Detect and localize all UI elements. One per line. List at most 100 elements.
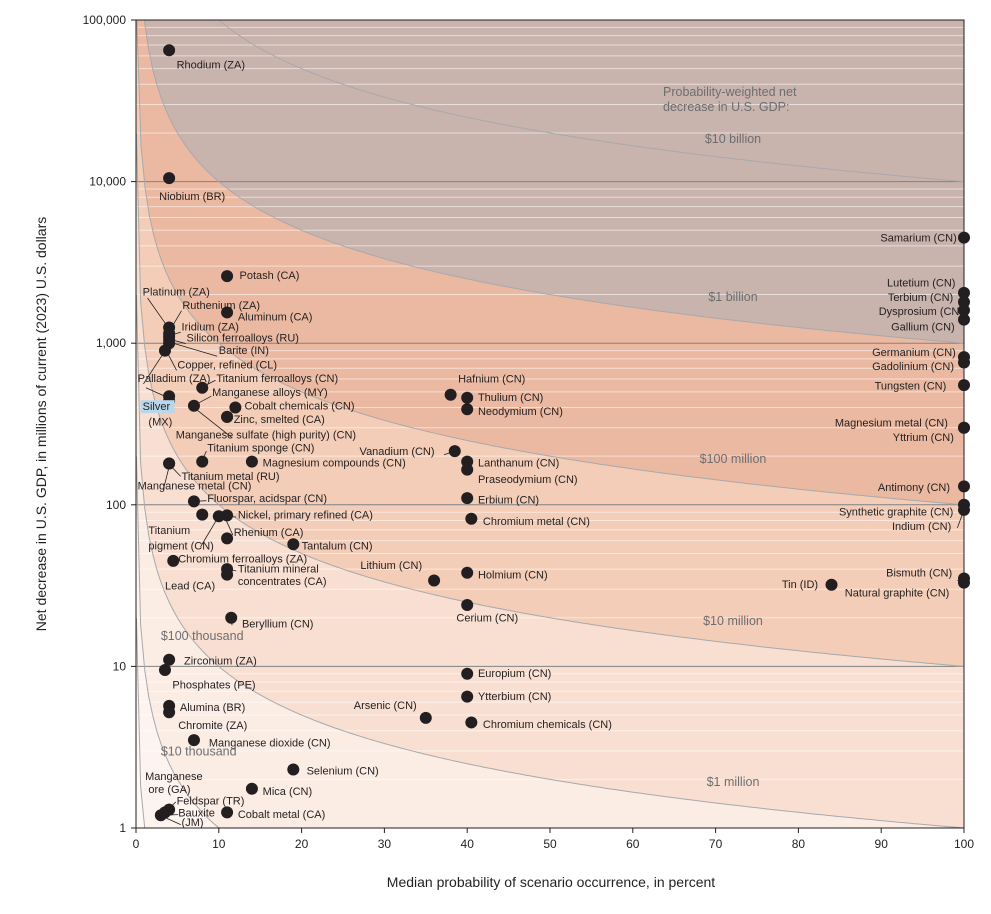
- point-label: Selenium (CN): [307, 766, 379, 778]
- data-point: [461, 690, 474, 703]
- data-point: [196, 508, 209, 521]
- data-point: [163, 44, 176, 57]
- point-label: Bismuth (CN): [886, 568, 952, 580]
- y-tick-label: 1: [119, 821, 126, 835]
- legend: Probability-weighted net decrease in U.S…: [663, 85, 797, 114]
- point-label: Magnesium metal (CN): [835, 417, 948, 429]
- point-label: Lithium (CN): [360, 560, 422, 572]
- data-point: [461, 667, 474, 680]
- point-label: Manganese: [145, 771, 203, 783]
- point-label: Manganese sulfate (high purity) (CN): [176, 430, 356, 442]
- point-label: pigment (CN): [148, 540, 213, 552]
- legend-title-line-2: decrease in U.S. GDP:: [663, 100, 789, 114]
- x-tick-label: 60: [626, 837, 640, 851]
- point-label: Europium (CN): [478, 668, 551, 680]
- contour-label: $10 million: [703, 614, 763, 628]
- point-label: (JM): [182, 817, 204, 829]
- leader-line: [170, 342, 218, 357]
- data-point: [245, 782, 258, 795]
- data-point: [958, 231, 970, 244]
- point-label: Thulium (CN): [478, 392, 543, 404]
- point-label: Phosphates (PE): [172, 679, 255, 691]
- point-label: Titanium metal (RU): [182, 471, 280, 483]
- point-label: Natural graphite (CN): [845, 588, 950, 600]
- x-tick-label: 10: [212, 837, 226, 851]
- data-point: [461, 463, 474, 476]
- data-point: [221, 806, 234, 819]
- x-ticks: 0 10 20 30 40 50 60 70 80 90 100: [133, 828, 974, 851]
- data-point: [163, 653, 176, 666]
- point-label: Lead (CA): [165, 580, 215, 592]
- point-label: Manganese metal (CN): [138, 481, 252, 493]
- point-label: Holmium (CN): [478, 569, 548, 581]
- y-tick-label: 10,000: [89, 175, 126, 189]
- point-label: Mica (CN): [263, 786, 313, 798]
- point-label: Silicon ferroalloys (RU): [187, 332, 299, 344]
- y-tick-label: 100: [106, 498, 126, 512]
- point-label: Erbium (CN): [478, 494, 539, 506]
- data-point: [461, 598, 474, 611]
- point-label: Synthetic graphite (CN): [839, 506, 953, 518]
- data-point: [158, 663, 171, 676]
- data-point: [187, 399, 200, 412]
- point-label: Tin (ID): [782, 579, 818, 591]
- point-label: Ytterbium (CN): [478, 691, 551, 703]
- point-label: Silver: [143, 401, 171, 413]
- point-label: Nickel, primary refined (CA): [238, 510, 373, 522]
- leader-line: [193, 407, 233, 439]
- data-point: [154, 809, 167, 822]
- point-label: Chromium metal (CN): [483, 516, 590, 528]
- data-point: [958, 576, 970, 589]
- point-label: Beryllium (CN): [242, 619, 314, 631]
- y-ticks: 1 10 100 1,000 10,000 100,000: [83, 13, 136, 835]
- point-label: Bauxite: [178, 807, 215, 819]
- point-label: Arsenic (CN): [354, 700, 417, 712]
- point-label: Rhenium (CA): [234, 527, 304, 539]
- point-label: Tantalum (CN): [302, 540, 373, 552]
- data-point: [221, 410, 234, 423]
- point-label: Germanium (CN): [872, 347, 956, 359]
- point-label: Manganese alloys (MY): [212, 387, 328, 399]
- x-tick-label: 40: [461, 837, 475, 851]
- data-point: [221, 532, 234, 545]
- y-tick-label: 100,000: [83, 13, 127, 27]
- data-point: [196, 381, 209, 394]
- highlight-box: [140, 400, 175, 414]
- point-label: Chromium ferroalloys (ZA): [178, 553, 307, 565]
- data-point: [245, 455, 258, 468]
- point-label: Terbium (CN): [888, 292, 953, 304]
- point-label: Magnesium compounds (CN): [263, 458, 406, 470]
- data-point: [163, 172, 176, 185]
- point-label: Manganese dioxide (CN): [209, 737, 331, 749]
- point-label: (MX): [148, 416, 172, 428]
- data-point: [461, 566, 474, 579]
- data-point: [465, 512, 478, 525]
- data-point: [163, 457, 176, 470]
- data-point: [825, 578, 838, 591]
- data-point: [221, 563, 234, 576]
- point-label: Zinc, smelted (CA): [234, 414, 325, 426]
- point-label: Niobium (BR): [159, 191, 225, 203]
- x-tick-label: 50: [543, 837, 557, 851]
- data-point: [958, 356, 970, 369]
- data-point: [419, 711, 432, 724]
- contour-line: [143, 19, 965, 344]
- y-axis-title: Net decrease in U.S. GDP, in millions of…: [33, 217, 49, 631]
- data-point: [958, 503, 970, 516]
- point-label: Chromium chemicals (CN): [483, 719, 612, 731]
- contour-line: [136, 19, 965, 506]
- chart-bands: [136, 20, 965, 828]
- point-label: Zirconium (ZA): [184, 655, 257, 667]
- data-point: [187, 495, 200, 508]
- data-point: [461, 403, 474, 416]
- point-label: Yttrium (CN): [893, 432, 954, 444]
- data-point: [221, 306, 234, 319]
- point-label: Vanadium (CN): [360, 446, 435, 458]
- data-point: [958, 304, 970, 317]
- data-point: [163, 706, 176, 719]
- x-tick-label: 80: [792, 837, 806, 851]
- data-points: [154, 44, 970, 822]
- data-point: [221, 270, 234, 283]
- x-tick-label: 90: [875, 837, 889, 851]
